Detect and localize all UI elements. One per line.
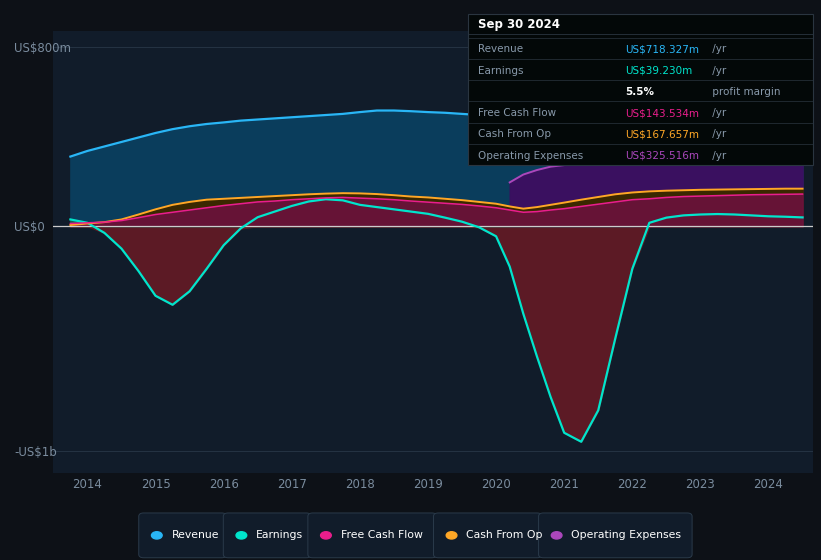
Text: Revenue: Revenue bbox=[478, 44, 523, 54]
Text: Free Cash Flow: Free Cash Flow bbox=[341, 530, 423, 540]
Text: Operating Expenses: Operating Expenses bbox=[571, 530, 681, 540]
Text: US$143.534m: US$143.534m bbox=[626, 108, 699, 118]
Text: Sep 30 2024: Sep 30 2024 bbox=[478, 18, 560, 31]
Text: /yr: /yr bbox=[709, 151, 727, 161]
Text: Cash From Op: Cash From Op bbox=[466, 530, 543, 540]
Text: US$167.657m: US$167.657m bbox=[626, 129, 699, 139]
Text: profit margin: profit margin bbox=[709, 87, 781, 97]
Text: 5.5%: 5.5% bbox=[626, 87, 654, 97]
Text: /yr: /yr bbox=[709, 44, 727, 54]
Text: US$325.516m: US$325.516m bbox=[626, 151, 699, 161]
Text: Operating Expenses: Operating Expenses bbox=[478, 151, 583, 161]
Text: /yr: /yr bbox=[709, 108, 727, 118]
Text: US$39.230m: US$39.230m bbox=[626, 66, 693, 76]
Text: Earnings: Earnings bbox=[478, 66, 523, 76]
Text: Free Cash Flow: Free Cash Flow bbox=[478, 108, 556, 118]
Text: /yr: /yr bbox=[709, 129, 727, 139]
Text: Earnings: Earnings bbox=[256, 530, 303, 540]
Text: US$718.327m: US$718.327m bbox=[626, 44, 699, 54]
Text: /yr: /yr bbox=[709, 66, 727, 76]
Text: Cash From Op: Cash From Op bbox=[478, 129, 551, 139]
Text: Revenue: Revenue bbox=[172, 530, 219, 540]
